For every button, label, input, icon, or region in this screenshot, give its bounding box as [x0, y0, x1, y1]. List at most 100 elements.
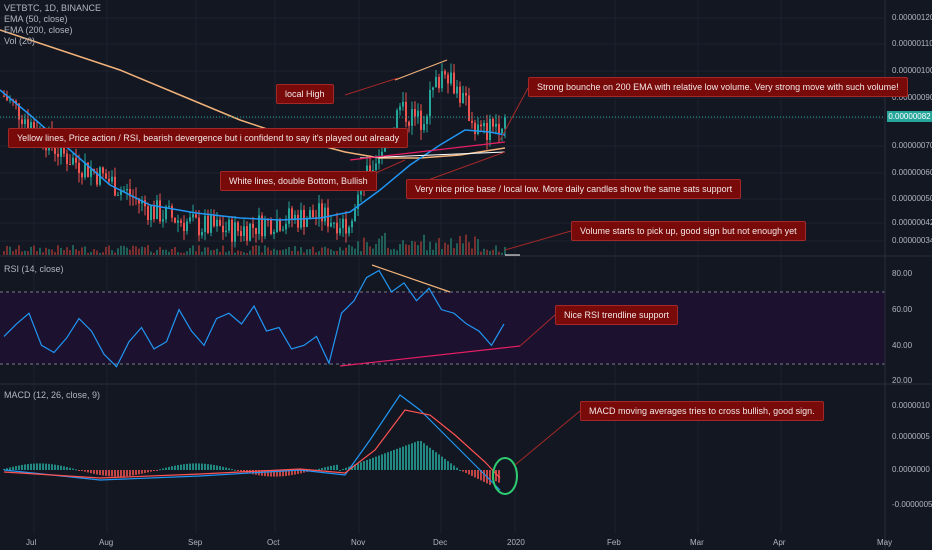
candle-body — [438, 77, 440, 89]
candle-body — [417, 110, 419, 117]
macd-bar — [270, 470, 272, 477]
candle-body — [15, 100, 17, 104]
x-tick-label: Feb — [607, 538, 621, 547]
macd-bar — [207, 464, 209, 470]
rsi-bands — [0, 291, 885, 365]
volume-bar — [36, 251, 38, 255]
candle-body — [222, 225, 224, 233]
volume-bar — [318, 251, 320, 255]
macd-legend[interactable]: MACD (12, 26, close, 9) — [4, 390, 101, 400]
volume-label[interactable]: Vol (20) — [4, 36, 36, 46]
volume-bar — [375, 243, 377, 255]
macd-tick-label: 0.0000010 — [892, 401, 930, 410]
symbol-label[interactable]: VETBTC, 1D, BINANCE — [4, 3, 102, 13]
macd-bar — [402, 446, 404, 470]
macd-bar — [144, 470, 146, 474]
candle-body — [57, 153, 59, 157]
macd-bar — [273, 470, 275, 477]
volume-bar — [381, 235, 383, 255]
macd-bar — [444, 458, 446, 470]
macd-bar — [495, 470, 497, 482]
volume-bar — [30, 246, 32, 255]
candle-body — [504, 117, 506, 129]
candle-body — [237, 222, 239, 232]
volume-bar — [102, 252, 104, 255]
candle-body — [264, 219, 266, 237]
macd-bar — [63, 466, 65, 470]
candle-body — [54, 146, 56, 154]
candle-body — [339, 228, 341, 234]
macd-bar — [177, 465, 179, 470]
volume-bar — [39, 247, 41, 255]
ema50-line — [0, 89, 506, 221]
candle-body — [114, 176, 116, 196]
candle-body — [165, 206, 167, 220]
macd-bar — [291, 470, 293, 476]
macd-bar — [294, 470, 296, 475]
volume-bar — [261, 252, 263, 255]
pointer-line — [519, 314, 556, 347]
volume-bar — [159, 247, 161, 255]
macd-bar — [366, 459, 368, 470]
volume-bar — [162, 249, 164, 255]
volume-bar — [348, 244, 350, 255]
rsi-legend[interactable]: RSI (14, close) — [4, 264, 64, 274]
macd-bar — [333, 465, 335, 470]
volume-bar — [438, 238, 440, 255]
candle-body — [162, 219, 164, 222]
candle-body — [348, 227, 350, 234]
volume-bar — [315, 252, 317, 255]
macd-bar — [222, 466, 224, 470]
macd-bar — [42, 463, 44, 470]
x-tick-label: 2020 — [507, 538, 525, 547]
candle-body — [435, 77, 437, 88]
candle-body — [252, 223, 254, 228]
volume-bar — [255, 245, 257, 255]
candle-body — [378, 156, 380, 164]
candle-body — [336, 222, 338, 234]
candle-body — [78, 162, 80, 174]
candle-body — [270, 219, 272, 234]
volume-bar — [189, 247, 191, 255]
candle-body — [381, 151, 383, 157]
macd-bar — [3, 468, 5, 470]
candle-body — [225, 230, 227, 233]
macd-bar — [168, 466, 170, 470]
macd-bar — [357, 463, 359, 470]
macd-bar — [147, 470, 149, 473]
macd-bar — [30, 463, 32, 470]
candle-body — [501, 128, 503, 133]
volume-bar — [360, 251, 362, 255]
candle-body — [423, 124, 425, 130]
volume-bar — [363, 237, 365, 255]
macd-bar — [396, 448, 398, 470]
volume-bar — [54, 251, 56, 255]
macd-bar — [111, 470, 113, 477]
volume-bar — [279, 250, 281, 255]
candle-body — [396, 110, 398, 130]
volume-bar — [435, 242, 437, 255]
candle-body — [198, 217, 200, 236]
candle-body — [216, 219, 218, 227]
price-tick-label: 0.00000034 — [892, 236, 932, 245]
macd-bar — [387, 452, 389, 470]
macd-bar — [189, 463, 191, 470]
volume-bar — [201, 251, 203, 255]
volume-bar — [90, 251, 92, 255]
candle-body — [111, 176, 113, 182]
volume-bar — [480, 251, 482, 255]
macd-bar — [480, 470, 482, 481]
macd-bar — [411, 443, 413, 470]
ema200-label[interactable]: EMA (200, close) — [4, 25, 73, 35]
x-tick-label: Dec — [433, 538, 448, 547]
volume-bar — [444, 242, 446, 255]
volume-bar — [402, 240, 404, 255]
pointer-line — [499, 87, 529, 141]
ema50-label[interactable]: EMA (50, close) — [4, 14, 68, 24]
macd-bar — [426, 445, 428, 470]
volume-bar — [222, 245, 224, 255]
volume-bar — [393, 248, 395, 255]
macd-bar — [81, 470, 83, 471]
x-tick-label: Apr — [773, 538, 786, 547]
macd-bar — [150, 470, 152, 472]
